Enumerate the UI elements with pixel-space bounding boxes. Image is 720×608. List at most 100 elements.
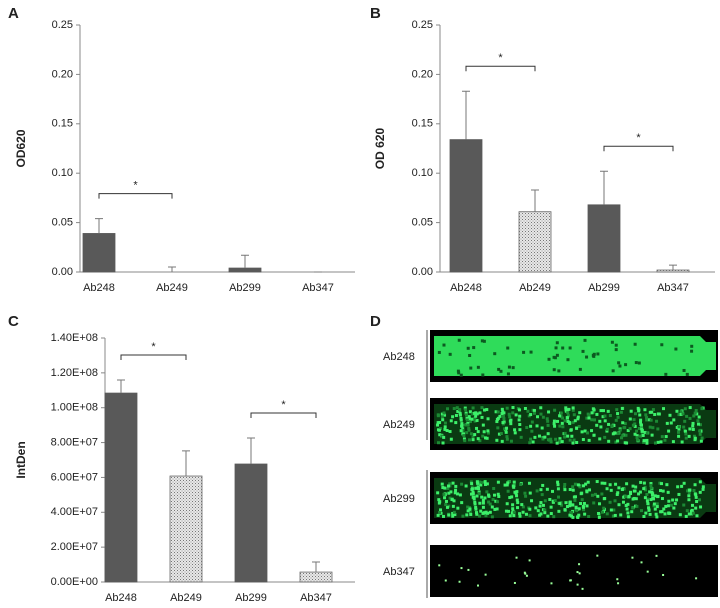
cell — [486, 431, 490, 435]
cell — [691, 511, 695, 515]
cell — [470, 487, 474, 491]
cell — [448, 430, 452, 434]
cell — [499, 369, 503, 373]
cell — [565, 416, 569, 420]
cell — [552, 419, 556, 423]
cell — [613, 431, 617, 435]
cell — [463, 439, 467, 443]
cell — [622, 426, 626, 430]
cell — [495, 420, 499, 424]
cell — [663, 438, 667, 442]
cell — [576, 571, 579, 574]
cell — [651, 426, 655, 430]
cell — [578, 563, 581, 566]
cell — [616, 415, 620, 419]
cell — [480, 339, 484, 343]
cell — [650, 493, 654, 497]
cell — [560, 421, 564, 425]
cell — [633, 424, 637, 428]
cell — [682, 503, 686, 507]
cell — [515, 494, 519, 498]
cell — [691, 424, 695, 428]
cell — [460, 482, 464, 486]
cell — [468, 410, 472, 414]
cell — [616, 439, 620, 443]
cell — [673, 502, 677, 506]
cell — [497, 432, 501, 436]
cell — [690, 349, 694, 353]
cell — [528, 559, 531, 562]
cell — [555, 441, 559, 445]
cell — [563, 482, 567, 486]
cell — [507, 365, 511, 369]
cell — [549, 440, 553, 444]
cell — [689, 509, 693, 513]
cell — [505, 435, 509, 439]
cell — [485, 436, 489, 440]
cell — [637, 361, 641, 365]
cell — [639, 434, 643, 438]
cell — [683, 419, 687, 423]
cell — [578, 485, 582, 489]
x-tick-label: Ab299 — [229, 282, 261, 294]
cell — [475, 494, 479, 498]
cell — [523, 571, 526, 574]
cell — [506, 346, 510, 350]
cell — [481, 434, 485, 438]
cell — [539, 501, 543, 505]
cell — [672, 418, 676, 422]
cell — [521, 510, 525, 514]
cell — [529, 350, 533, 354]
cell — [625, 482, 629, 486]
cell — [543, 508, 547, 512]
cell — [642, 439, 646, 443]
cell — [507, 509, 511, 513]
cell — [621, 500, 625, 504]
cell — [471, 406, 475, 410]
cell — [617, 582, 620, 585]
cell — [474, 414, 478, 418]
cell — [608, 500, 612, 504]
significance-label: * — [281, 399, 286, 411]
cell — [573, 498, 577, 502]
cell — [566, 434, 570, 438]
cell — [618, 364, 622, 368]
cell — [642, 487, 646, 491]
cell — [478, 439, 482, 443]
cell — [552, 355, 556, 359]
cell — [648, 418, 652, 422]
y-tick-label: 0.25 — [52, 19, 73, 31]
cell — [672, 506, 676, 510]
cell — [561, 346, 565, 350]
cell — [436, 414, 440, 418]
cell — [617, 503, 621, 507]
cell — [449, 419, 453, 423]
significance-label: * — [151, 341, 156, 353]
cell — [460, 567, 463, 570]
cell — [669, 421, 673, 425]
cell — [526, 409, 530, 413]
cell — [633, 342, 637, 346]
cell — [456, 506, 460, 510]
cell — [547, 410, 551, 414]
cell — [694, 495, 698, 499]
cell — [648, 425, 652, 429]
cell — [581, 349, 585, 353]
cell — [679, 412, 683, 416]
cell — [580, 498, 584, 502]
cell — [688, 427, 692, 431]
cell — [495, 417, 499, 421]
cell — [614, 343, 618, 347]
cell — [700, 436, 704, 440]
cell — [436, 513, 440, 517]
cell — [459, 416, 463, 420]
cell — [436, 441, 440, 445]
cell — [671, 440, 675, 444]
cell — [443, 413, 447, 417]
cell — [530, 420, 534, 424]
cell — [635, 436, 639, 440]
cell — [631, 497, 635, 501]
cell — [476, 365, 480, 369]
cell — [598, 419, 602, 423]
cell — [540, 493, 544, 497]
